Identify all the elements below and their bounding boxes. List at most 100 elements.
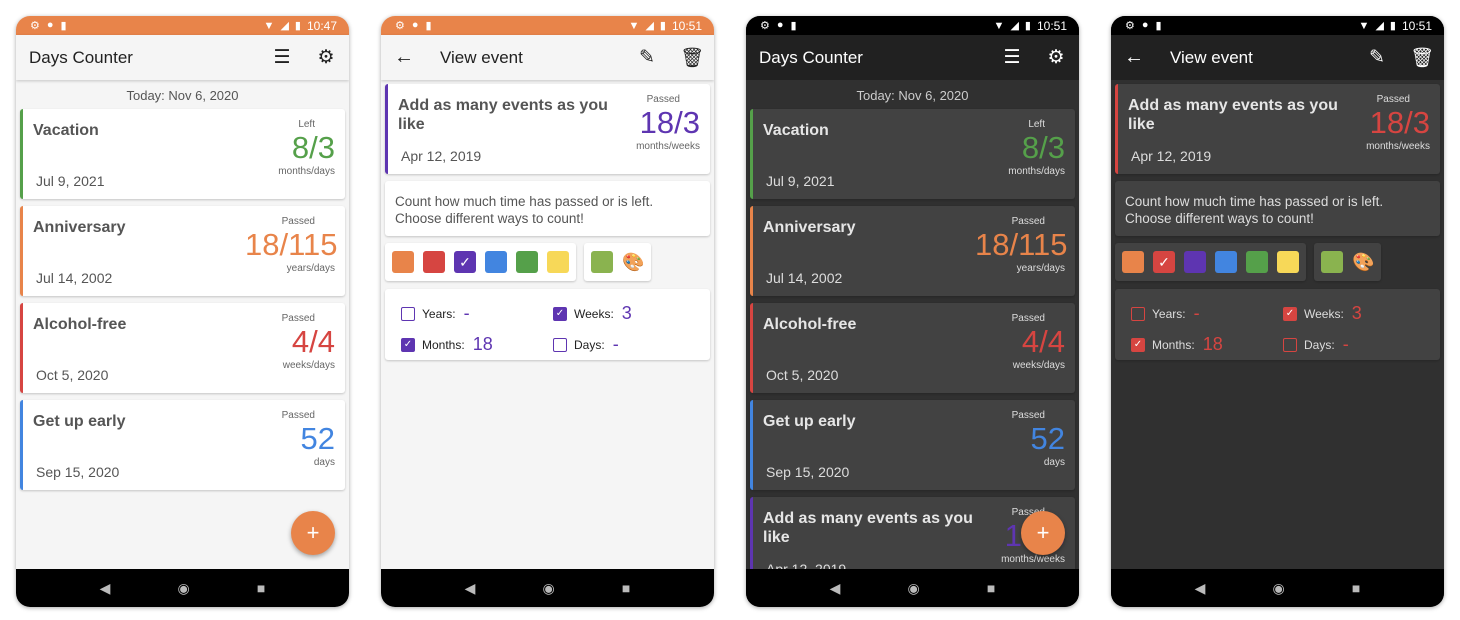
- color-swatch-blue[interactable]: [1215, 251, 1237, 273]
- checkbox[interactable]: ✓: [553, 306, 567, 321]
- event-card[interactable]: Get up early Sep 15, 2020 Passed 52 days: [750, 400, 1075, 490]
- back-nav-icon[interactable]: ◀: [99, 579, 111, 596]
- status-icons-right: ▼ ◢ ▮ 10:51: [629, 19, 702, 33]
- status-time: 10:51: [1036, 18, 1067, 33]
- recents-nav-icon[interactable]: ■: [256, 580, 266, 596]
- checkbox-weeks[interactable]: ✓ Weeks: 3: [553, 303, 703, 324]
- home-nav-icon[interactable]: ◉: [1272, 579, 1285, 596]
- checkbox-days[interactable]: Days: -: [553, 334, 703, 355]
- checkbox[interactable]: ✓: [1283, 306, 1297, 321]
- counter-unit: months/weeks: [1366, 141, 1430, 152]
- event-card[interactable]: Add as many events as you like Apr 12, 20…: [385, 84, 710, 174]
- plus-icon: +: [1036, 520, 1050, 545]
- checkbox[interactable]: [1131, 306, 1145, 321]
- color-swatch-yellow[interactable]: [1277, 251, 1299, 273]
- checkbox-years[interactable]: Years: -: [401, 303, 553, 324]
- home-nav-icon[interactable]: ◉: [542, 579, 555, 596]
- checkbox[interactable]: [1283, 337, 1297, 352]
- event-card[interactable]: Anniversary Jul 14, 2002 Passed 18/115 years…: [750, 206, 1075, 296]
- app-bar: ← View event ✎ 🗑: [381, 35, 714, 80]
- recents-nav-icon[interactable]: ■: [986, 580, 996, 596]
- color-swatch-purple[interactable]: [1184, 251, 1206, 273]
- phone-screen: ⚙ ● ▮ ▼ ◢ ▮ 10:51 ← View event ✎ 🗑 Add as many even…: [1111, 16, 1444, 607]
- circle-notification-icon: ●: [1141, 19, 1149, 31]
- counter-value: 52: [1030, 421, 1065, 456]
- event-card[interactable]: Vacation Jul 9, 2021 Left 8/3 months/days: [20, 109, 345, 199]
- checkbox-months[interactable]: ✓ Months: 18: [1131, 334, 1283, 355]
- color-swatch-orange[interactable]: [1122, 251, 1144, 273]
- color-swatch-lightgreen[interactable]: [591, 251, 613, 273]
- counter-label: Passed: [281, 216, 315, 227]
- recents-nav-icon[interactable]: ■: [621, 580, 631, 596]
- phone-screen: ⚙ ● ▮ ▼ ◢ ▮ 10:51 ← View event ✎ 🗑 Add as many even…: [381, 16, 714, 607]
- trash-icon[interactable]: 🗑: [680, 47, 705, 69]
- event-date: Sep 15, 2020: [36, 464, 120, 480]
- counter-unit: weeks/days: [282, 360, 335, 371]
- back-nav-icon[interactable]: ◀: [1194, 579, 1206, 596]
- app-title: Days Counter: [29, 47, 133, 67]
- sort-icon[interactable]: ☰: [273, 47, 291, 68]
- count-value: -: [1193, 303, 1200, 323]
- back-arrow-icon[interactable]: ←: [394, 46, 414, 68]
- checkbox-weeks[interactable]: ✓ Weeks: 3: [1283, 303, 1433, 324]
- battery-icon: ▮: [1024, 20, 1031, 32]
- back-nav-icon[interactable]: ◀: [464, 579, 476, 596]
- event-card[interactable]: Anniversary Jul 14, 2002 Passed 18/115 years…: [20, 206, 345, 296]
- status-icons-right: ▼ ◢ ▮ 10:51: [1359, 19, 1432, 33]
- signal-icon: ◢: [1375, 20, 1384, 32]
- color-swatch-purple[interactable]: ✓: [454, 251, 476, 273]
- gear-icon[interactable]: ⚙: [317, 47, 335, 68]
- counter-unit: years/days: [286, 263, 335, 274]
- back-arrow-icon[interactable]: ←: [1124, 46, 1144, 68]
- add-event-button[interactable]: +: [1021, 511, 1065, 555]
- app-title: View event: [1170, 47, 1253, 67]
- battery-icon: ▮: [659, 20, 666, 32]
- checkbox-months[interactable]: ✓ Months: 18: [401, 334, 553, 355]
- event-card[interactable]: Alcohol-free Oct 5, 2020 Passed 4/4 weeks/da…: [750, 303, 1075, 393]
- checkbox[interactable]: [401, 306, 415, 321]
- color-swatch-red[interactable]: [423, 251, 445, 273]
- counter-unit: days: [313, 457, 335, 468]
- checkbox-label: Years:: [1152, 306, 1186, 321]
- app-bar: Days Counter ☰ ⚙: [16, 35, 349, 80]
- checkbox-years[interactable]: Years: -: [1131, 303, 1283, 324]
- color-swatch-blue[interactable]: [485, 251, 507, 273]
- trash-icon[interactable]: 🗑: [1410, 47, 1435, 69]
- checkbox-days[interactable]: Days: -: [1283, 334, 1433, 355]
- counter-label: Passed: [281, 313, 315, 324]
- add-event-button[interactable]: +: [291, 511, 335, 555]
- back-nav-icon[interactable]: ◀: [829, 579, 841, 596]
- checkbox[interactable]: ✓: [401, 337, 415, 352]
- color-swatch-yellow[interactable]: [547, 251, 569, 273]
- pencil-icon[interactable]: ✎: [639, 47, 655, 68]
- counter-value: 52: [300, 421, 335, 456]
- count-value: -: [463, 303, 470, 323]
- event-card[interactable]: Get up early Sep 15, 2020 Passed 52 days: [20, 400, 345, 490]
- color-swatch-green[interactable]: [516, 251, 538, 273]
- home-nav-icon[interactable]: ◉: [177, 579, 190, 596]
- status-icons-left: ⚙ ● ▮: [30, 19, 264, 32]
- event-card[interactable]: Vacation Jul 9, 2021 Left 8/3 months/days: [750, 109, 1075, 199]
- event-title: Get up early: [33, 413, 126, 430]
- home-nav-icon[interactable]: ◉: [907, 579, 920, 596]
- color-swatch-lightgreen[interactable]: [1321, 251, 1343, 273]
- color-swatch-red[interactable]: ✓: [1153, 251, 1175, 273]
- wifi-icon: ▼: [993, 19, 1005, 32]
- event-card[interactable]: Alcohol-free Oct 5, 2020 Passed 4/4 weeks/da…: [20, 303, 345, 393]
- checkbox[interactable]: [553, 337, 567, 352]
- palette-icon[interactable]: 🎨: [622, 251, 645, 272]
- event-counter: Passed 4/4 weeks/days: [245, 313, 335, 371]
- checkbox-label: Weeks:: [1304, 306, 1344, 321]
- event-date: Jul 14, 2002: [36, 270, 113, 286]
- color-swatch-orange[interactable]: [392, 251, 414, 273]
- recents-nav-icon[interactable]: ■: [1351, 580, 1361, 596]
- pencil-icon[interactable]: ✎: [1369, 47, 1385, 68]
- gear-icon[interactable]: ⚙: [1047, 47, 1065, 68]
- palette-icon[interactable]: 🎨: [1352, 251, 1375, 272]
- color-swatch-green[interactable]: [1246, 251, 1268, 273]
- sort-icon[interactable]: ☰: [1003, 47, 1021, 68]
- event-card[interactable]: Add as many events as you like Apr 12, 20…: [1115, 84, 1440, 174]
- checkbox[interactable]: ✓: [1131, 337, 1145, 352]
